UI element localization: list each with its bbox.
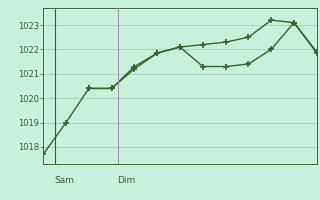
Text: Dim: Dim bbox=[117, 176, 135, 185]
Text: Sam: Sam bbox=[54, 176, 74, 185]
